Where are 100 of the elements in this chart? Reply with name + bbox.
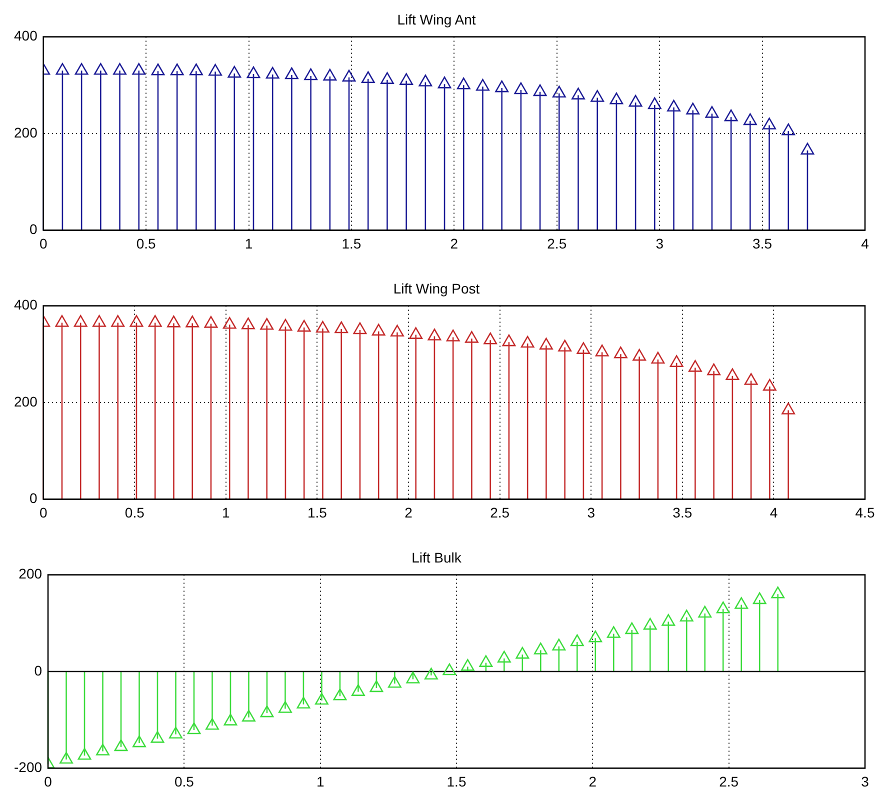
point	[228, 66, 242, 78]
point	[464, 331, 478, 343]
x-tick-label: 3	[861, 773, 870, 790]
x-tick-label: 2	[404, 504, 413, 520]
point	[614, 346, 628, 358]
point	[167, 316, 180, 328]
x-tick-label: 2.5	[547, 235, 567, 252]
point	[667, 100, 680, 112]
point	[418, 74, 432, 86]
point	[169, 726, 182, 739]
point	[333, 688, 347, 700]
point	[762, 378, 776, 391]
point	[476, 78, 490, 91]
point	[724, 109, 738, 122]
point	[595, 344, 609, 356]
point	[380, 72, 394, 84]
point	[670, 355, 684, 368]
x-tick-label: 2.5	[719, 773, 739, 790]
point	[648, 97, 662, 110]
x-tick-label: 1.5	[446, 773, 466, 790]
point	[705, 106, 719, 118]
chart-title: Lift Bulk	[412, 549, 462, 566]
point	[771, 586, 785, 598]
point	[296, 696, 310, 709]
point	[782, 123, 796, 136]
point	[552, 638, 566, 651]
point	[446, 330, 460, 342]
point	[132, 735, 146, 748]
x-tick-label: 3	[587, 504, 596, 520]
point	[514, 82, 528, 94]
y-tick-label: 0	[30, 490, 38, 506]
point	[260, 318, 274, 330]
point	[148, 315, 162, 327]
point	[707, 363, 721, 376]
point	[698, 606, 712, 618]
point	[55, 315, 69, 327]
point	[92, 315, 106, 327]
point	[520, 336, 534, 348]
point	[342, 70, 356, 82]
y-tick-label: 400	[14, 28, 38, 44]
point	[56, 62, 70, 75]
x-tick-label: 0.5	[174, 773, 194, 790]
point	[74, 62, 88, 75]
point	[278, 701, 292, 713]
point	[800, 142, 814, 155]
y-tick-label: 0	[30, 221, 38, 238]
point	[484, 332, 498, 344]
point	[111, 315, 125, 327]
point	[361, 71, 375, 84]
point	[114, 739, 128, 752]
y-tick-label: 200	[14, 124, 38, 140]
point	[495, 80, 509, 92]
point	[260, 705, 274, 718]
point	[428, 328, 442, 340]
point	[744, 373, 758, 385]
point	[628, 94, 642, 107]
point	[323, 68, 337, 81]
point	[150, 731, 164, 743]
point	[390, 324, 404, 337]
y-tick-label: 0	[34, 662, 42, 678]
point	[534, 642, 548, 654]
point	[353, 322, 367, 334]
point	[588, 630, 602, 642]
point	[734, 597, 748, 609]
point	[533, 84, 547, 96]
x-tick-label: 4.5	[855, 504, 875, 520]
point	[688, 360, 702, 372]
point	[113, 62, 126, 75]
point	[632, 348, 646, 361]
point	[334, 321, 348, 334]
point	[539, 338, 553, 350]
point	[456, 78, 470, 90]
x-tick-label: 4	[770, 504, 778, 520]
point	[570, 634, 584, 646]
point	[372, 324, 386, 336]
point	[370, 680, 384, 692]
point	[782, 402, 796, 414]
point	[284, 67, 298, 80]
point	[187, 722, 201, 734]
x-tick-label: 0.5	[124, 504, 145, 520]
x-tick-label: 2.5	[490, 504, 510, 520]
point	[130, 315, 144, 327]
point	[610, 92, 624, 104]
point	[502, 334, 516, 346]
point	[246, 66, 260, 78]
y-tick-label: 200	[18, 566, 42, 582]
point	[242, 710, 256, 722]
point	[442, 663, 456, 676]
point	[726, 368, 740, 380]
point	[516, 646, 530, 659]
point	[552, 86, 566, 98]
point	[204, 316, 218, 328]
point	[151, 63, 165, 76]
point	[686, 102, 700, 114]
chart-title: Lift Wing Ant	[397, 11, 476, 28]
x-tick-label: 3.5	[752, 235, 772, 252]
x-tick-label: 1.5	[308, 504, 328, 520]
point	[762, 118, 776, 130]
point	[680, 610, 694, 622]
y-tick-label: 400	[14, 296, 38, 313]
